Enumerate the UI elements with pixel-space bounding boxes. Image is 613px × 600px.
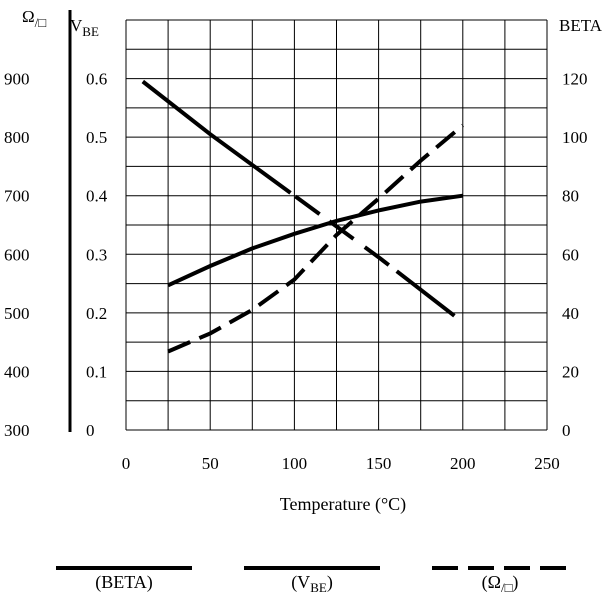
legend-label-beta: (BETA) <box>95 572 153 593</box>
tick-label-x: 100 <box>282 454 308 473</box>
axis-header-beta: BETA <box>559 16 603 35</box>
tick-label-ohm: 700 <box>4 187 30 206</box>
tick-label-vbe: 0.4 <box>86 187 108 206</box>
tick-label-vbe: 0.3 <box>86 245 107 264</box>
tick-label-vbe: 0.2 <box>86 304 107 323</box>
axis-header-vbe: VBE <box>70 16 99 39</box>
tick-label-beta: 80 <box>562 187 579 206</box>
tick-label-beta: 100 <box>562 128 588 147</box>
tick-label-ohm: 600 <box>4 245 30 264</box>
tick-labels: 30040050060070080090000.10.20.30.40.50.6… <box>4 7 603 473</box>
tick-label-beta: 0 <box>562 421 571 440</box>
tick-label-beta: 40 <box>562 304 579 323</box>
tick-label-ohm: 800 <box>4 128 30 147</box>
x-axis-title: Temperature (°C) <box>280 494 406 515</box>
legend: (BETA) (VBE) (Ω/□) <box>56 566 568 595</box>
tick-label-x: 250 <box>534 454 560 473</box>
tick-label-x: 200 <box>450 454 476 473</box>
tick-label-ohm: 400 <box>4 362 30 381</box>
tick-label-vbe: 0.1 <box>86 362 107 381</box>
tick-label-vbe: 0.6 <box>86 70 107 89</box>
tick-label-ohm: 300 <box>4 421 30 440</box>
series-line-ohm <box>167 123 465 354</box>
tick-label-ohm: 500 <box>4 304 30 323</box>
tick-label-beta: 120 <box>562 70 588 89</box>
axis-header-ohm: Ω/□ <box>22 7 46 30</box>
tick-label-vbe: 0 <box>86 421 95 440</box>
legend-label-ohm: (Ω/□) <box>482 572 519 595</box>
tick-label-beta: 20 <box>562 362 579 381</box>
tick-label-beta: 60 <box>562 245 579 264</box>
series-line-vbe <box>167 193 464 288</box>
grid <box>125 19 548 431</box>
tick-label-ohm: 900 <box>4 70 30 89</box>
tick-label-x: 0 <box>122 454 131 473</box>
tick-label-x: 50 <box>202 454 219 473</box>
series-lines <box>141 79 465 354</box>
legend-label-vbe: (VBE) <box>291 572 333 595</box>
tick-label-x: 150 <box>366 454 392 473</box>
series-line-beta <box>141 79 456 318</box>
tick-label-vbe: 0.5 <box>86 128 107 147</box>
